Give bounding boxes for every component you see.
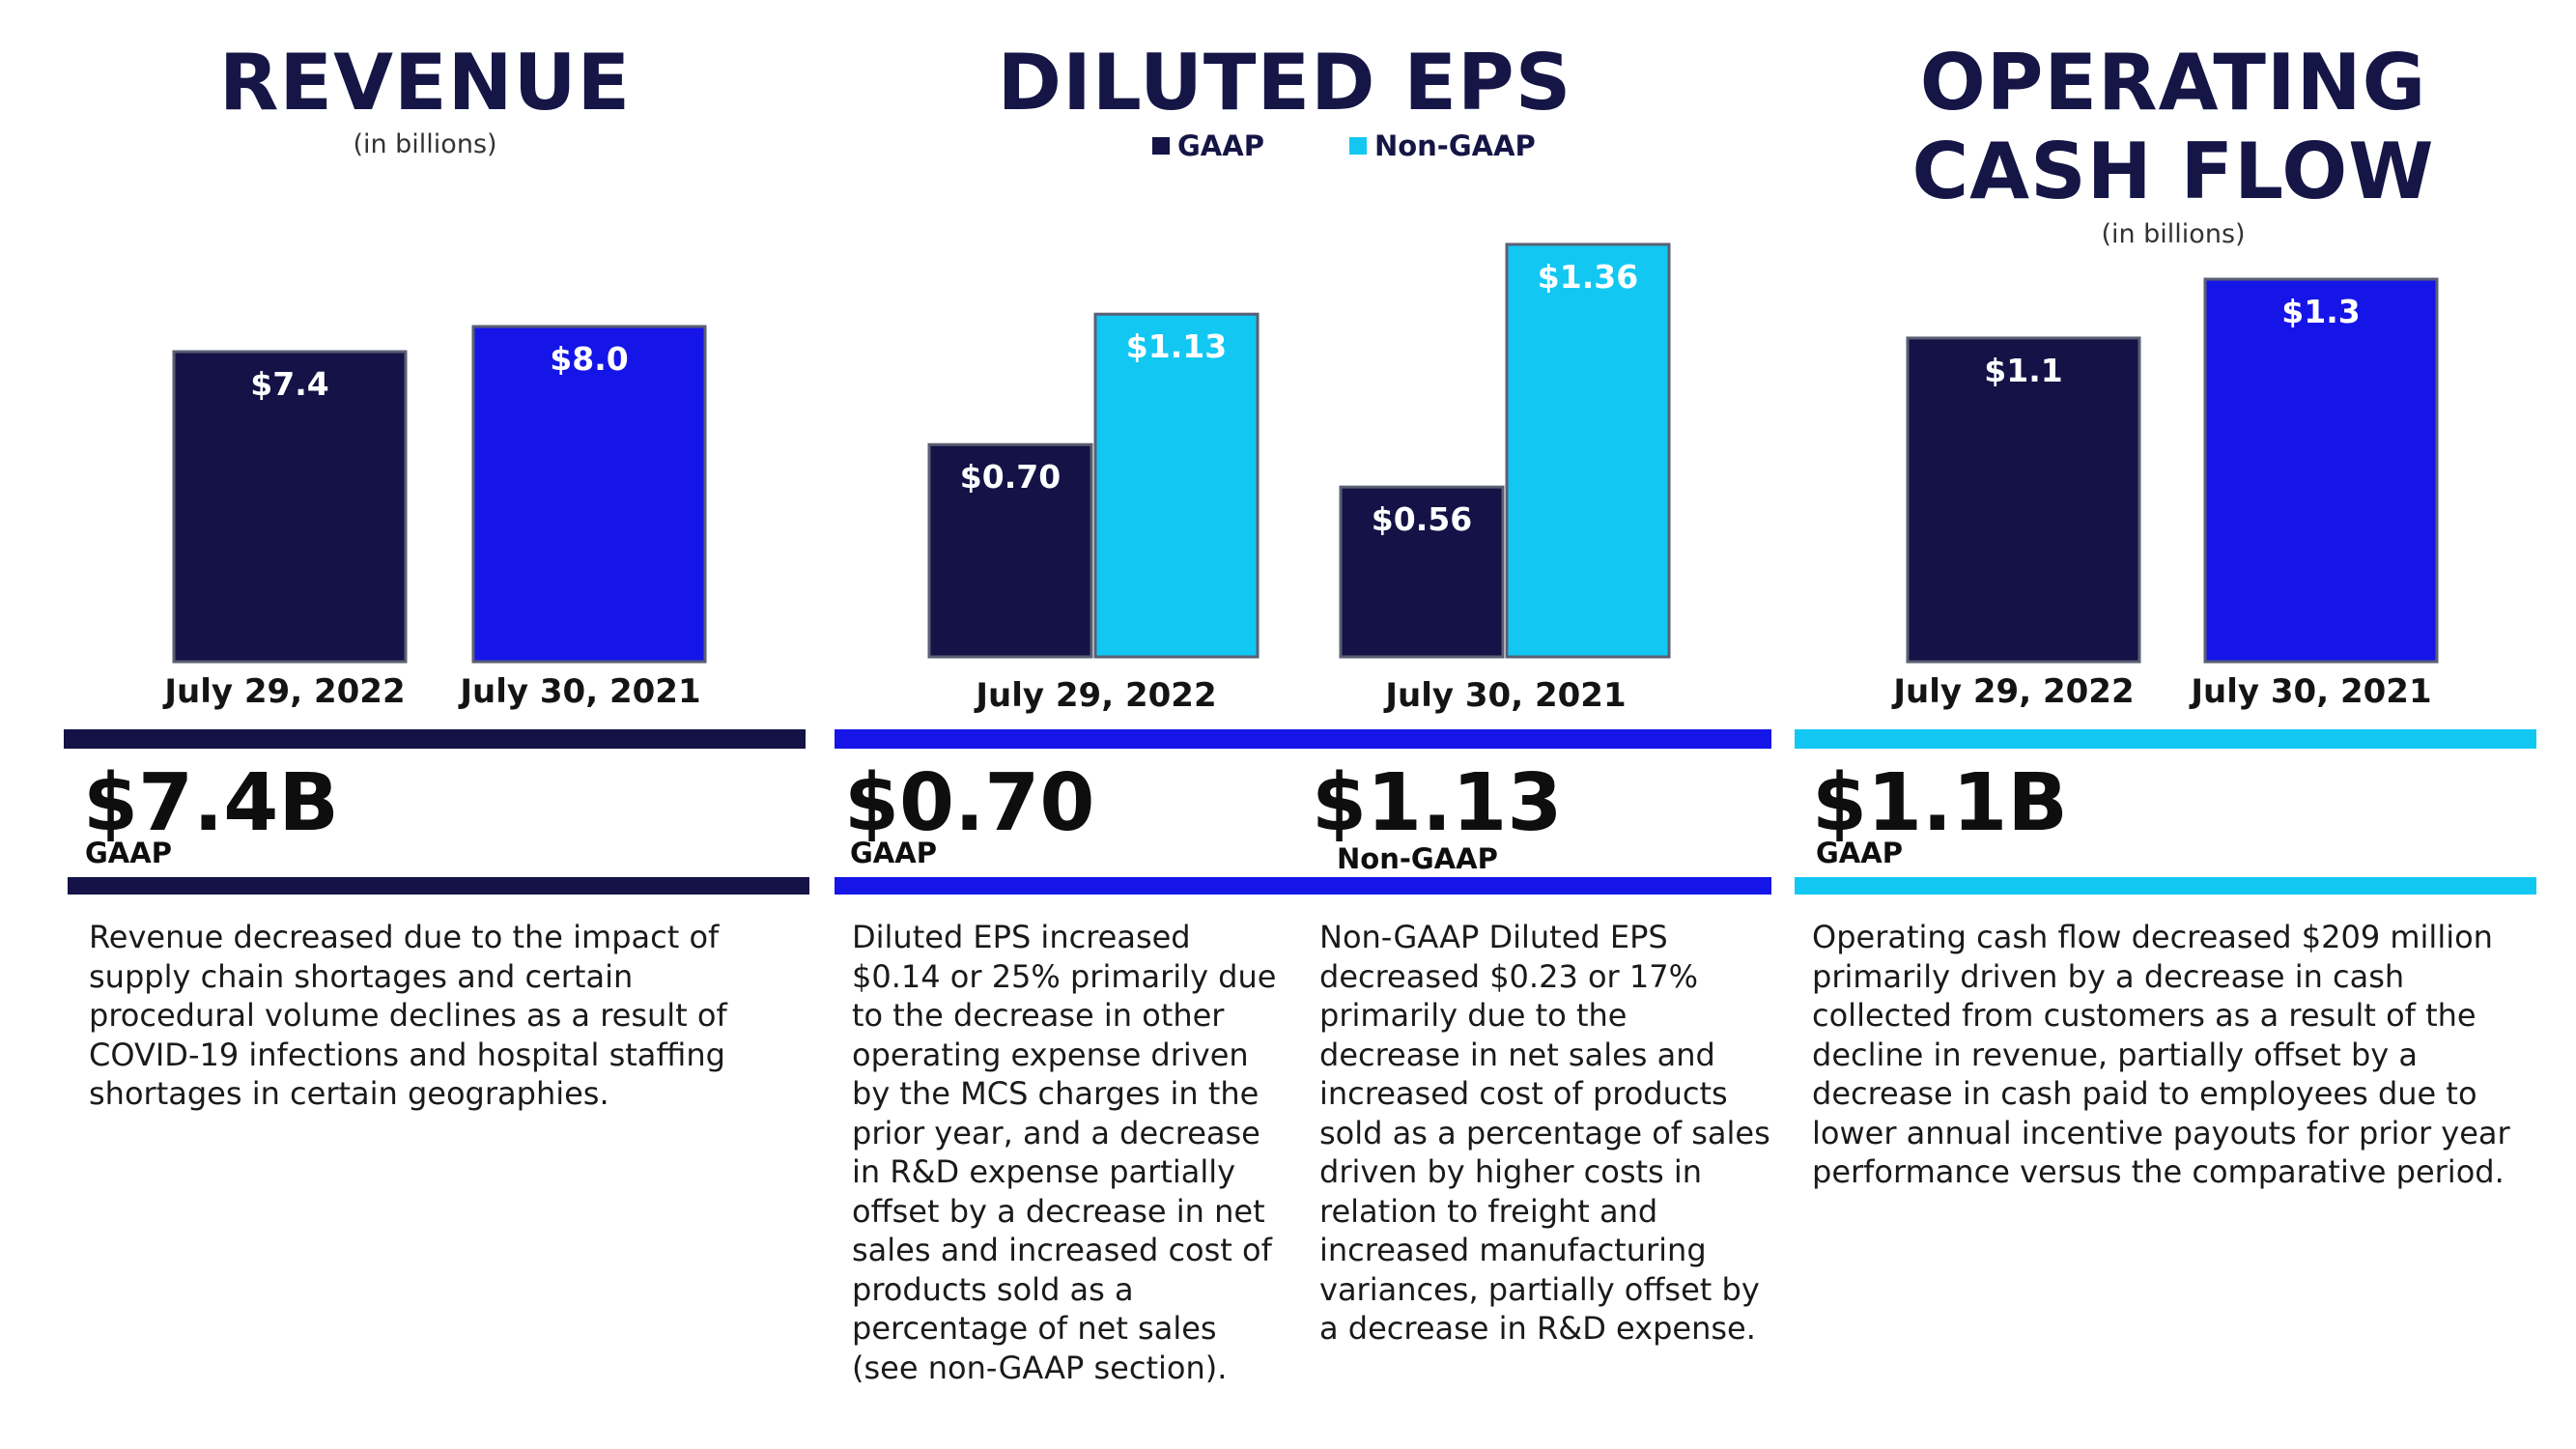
- eps-headline-nongaap: $1.13: [1312, 757, 1563, 849]
- eps-bar-gaap-1-label: $0.56: [1372, 500, 1472, 538]
- revenue-title: REVENUE: [218, 38, 632, 128]
- revenue-bar-0: [172, 350, 408, 664]
- ocf-top-rule: [1795, 729, 2536, 749]
- ocf-title-line2: CASH FLOW: [1911, 127, 2435, 216]
- revenue-top-rule: [64, 729, 806, 749]
- ocf-chart: $1.1 $1.3: [1906, 277, 2439, 664]
- revenue-x-label-1: July 30, 2021: [460, 672, 701, 711]
- ocf-bar-1-label: $1.3: [2281, 293, 2360, 330]
- eps-bar-nongaap-1-label: $1.36: [1538, 258, 1638, 296]
- ocf-headline-tag: GAAP: [1816, 837, 1903, 869]
- revenue-bar-0-label: $7.4: [250, 365, 328, 403]
- revenue-headline-tag: GAAP: [85, 837, 172, 869]
- eps-x-label-1: July 30, 2021: [1385, 676, 1627, 715]
- legend-nongaap-swatch: [1348, 137, 1367, 155]
- eps-description-gaap: Diluted EPS increased $0.14 or 25% prima…: [852, 919, 1277, 1386]
- revenue-bar-1: [471, 325, 707, 664]
- eps-bar-gaap-0-label: $0.70: [960, 458, 1061, 496]
- legend-gaap-label: GAAP: [1177, 129, 1264, 162]
- revenue-headline: $7.4B: [83, 757, 339, 849]
- eps-title: DILUTED EPS: [997, 38, 1572, 128]
- revenue-bottom-rule: [68, 877, 809, 895]
- eps-x-label-0: July 29, 2022: [976, 676, 1217, 715]
- eps-legend: GAAP Non-GAAP: [1152, 129, 1536, 162]
- revenue-x-label-0: July 29, 2022: [164, 672, 406, 711]
- ocf-description: Operating cash flow decreased $209 milli…: [1812, 919, 2510, 1190]
- ocf-headline: $1.1B: [1812, 757, 2068, 849]
- ocf-bottom-rule: [1795, 877, 2536, 895]
- legend-nongaap-label: Non-GAAP: [1373, 129, 1536, 162]
- ocf-subtitle: (in billions): [2101, 219, 2246, 249]
- eps-bottom-rule: [835, 877, 1771, 895]
- revenue-description: Revenue decreased due to the impact of s…: [89, 919, 727, 1112]
- eps-top-rule: [835, 729, 1771, 749]
- ocf-bar-0-label: $1.1: [1984, 352, 2062, 389]
- eps-chart: $0.70 $0.56 $1.13 $1.36: [927, 242, 1671, 659]
- ocf-x-label-1: July 30, 2021: [2191, 672, 2432, 711]
- eps-bar-nongaap-0-label: $1.13: [1126, 327, 1227, 365]
- revenue-subtitle: (in billions): [353, 129, 497, 159]
- eps-bar-nongaap-0: [1093, 312, 1260, 659]
- revenue-bar-1-label: $8.0: [550, 340, 628, 378]
- eps-headline-nongaap-tag: Non-GAAP: [1337, 842, 1498, 875]
- eps-bar-gaap-0: [927, 442, 1093, 659]
- eps-bar-nongaap-1: [1505, 242, 1671, 659]
- revenue-chart: $7.4 $8.0: [172, 325, 707, 664]
- ocf-bar-1: [2203, 277, 2439, 664]
- eps-headline-gaap: $0.70: [844, 757, 1095, 849]
- eps-bar-gaap-1: [1339, 485, 1505, 659]
- ocf-bar-0: [1906, 336, 2141, 664]
- eps-description-nongaap: Non-GAAP Diluted EPS decreased $0.23 or …: [1319, 919, 1770, 1347]
- legend-gaap-swatch: [1152, 137, 1170, 155]
- eps-headline-gaap-tag: GAAP: [850, 837, 937, 869]
- ocf-x-label-0: July 29, 2022: [1893, 672, 2135, 711]
- ocf-title-line1: OPERATING: [1919, 38, 2427, 128]
